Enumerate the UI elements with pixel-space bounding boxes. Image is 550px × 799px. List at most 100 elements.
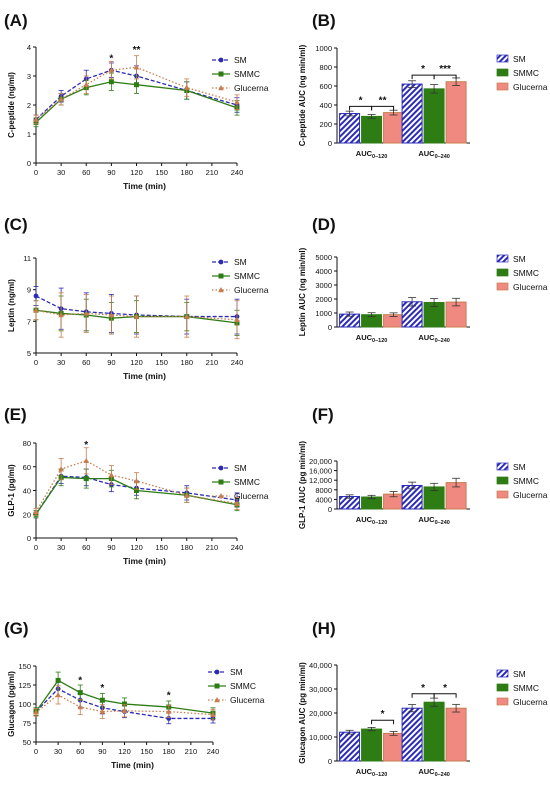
x-tick-label: 0 bbox=[34, 358, 38, 367]
x-tick-label: 180 bbox=[180, 358, 193, 367]
category-label: AUC0–120 bbox=[356, 767, 388, 778]
data-point-glucerna bbox=[108, 472, 115, 478]
legend-marker-sm bbox=[218, 465, 224, 471]
legend-swatch-smmc bbox=[496, 683, 509, 692]
data-point-smmc bbox=[134, 82, 139, 88]
data-point-glucerna bbox=[133, 64, 140, 70]
legend-label-glucerna: Glucerna bbox=[230, 695, 265, 705]
y-tick-label: 200 bbox=[319, 120, 332, 129]
bar-glucerna bbox=[445, 707, 467, 762]
x-tick-label: 120 bbox=[130, 543, 143, 552]
x-tick-label: 210 bbox=[185, 747, 198, 756]
legend-marker-glucerna bbox=[214, 697, 220, 703]
legend-label-sm: SM bbox=[234, 463, 247, 473]
y-tick-label: 3000 bbox=[315, 281, 332, 290]
panel-label: (G) bbox=[4, 619, 29, 638]
category-label: AUC0–120 bbox=[356, 333, 388, 344]
significance-mark: ** bbox=[379, 95, 387, 106]
panel-d: (D) 0 1000 2000 3000 4000 5000 Leptin AUC (ng m… bbox=[298, 215, 548, 344]
category-label-main: AUC bbox=[356, 149, 373, 158]
x-tick-label: 60 bbox=[82, 358, 90, 367]
y-axis-label: Leptin AUC (ng min/ml) bbox=[298, 247, 307, 336]
legend-swatch-sm bbox=[496, 54, 509, 63]
y-axis-label: C-peptide AUC (ng min/ml) bbox=[298, 44, 307, 146]
x-tick-label: 210 bbox=[206, 358, 219, 367]
y-axis-label: GLP-1 AUC (pg min/ml) bbox=[298, 441, 307, 529]
y-tick-label: 20,000 bbox=[309, 709, 332, 718]
significance-mark: * bbox=[381, 709, 385, 720]
legend-marker-sm bbox=[218, 57, 224, 63]
legend-marker-smmc bbox=[218, 273, 224, 279]
legend-swatch-sm bbox=[496, 669, 509, 678]
bar-sm bbox=[401, 83, 423, 144]
x-tick-label: 120 bbox=[118, 747, 131, 756]
y-tick-label: 0 bbox=[27, 159, 31, 168]
legend-label-glucerna: Glucerna bbox=[513, 282, 548, 292]
y-tick-label: 2 bbox=[27, 101, 31, 110]
legend-marker-sm bbox=[218, 259, 224, 265]
category-label-main: AUC bbox=[356, 515, 373, 524]
x-tick-label: 60 bbox=[82, 168, 90, 177]
panel-label: (E) bbox=[4, 405, 27, 424]
y-tick-label: 0 bbox=[328, 757, 332, 766]
bar-glucerna bbox=[383, 732, 405, 762]
data-point-smmc bbox=[77, 690, 83, 696]
category-label-subscript: 0–240 bbox=[435, 154, 450, 160]
y-axis-label: Glucagon AUC (pg min/ml) bbox=[298, 662, 307, 764]
legend-label-smmc: SMMC bbox=[513, 268, 539, 278]
y-tick-label: 2000 bbox=[315, 295, 332, 304]
legend-marker-glucerna bbox=[218, 493, 224, 499]
y-tick-label: 20,000 bbox=[309, 457, 332, 466]
y-tick-label: 60 bbox=[23, 463, 31, 472]
legend-label-smmc: SMMC bbox=[513, 476, 539, 486]
y-tick-label: 10,000 bbox=[309, 733, 332, 742]
legend-label-sm: SM bbox=[513, 54, 526, 64]
y-tick-label: 150 bbox=[18, 662, 31, 671]
x-tick-label: 150 bbox=[155, 358, 168, 367]
bar-sm bbox=[401, 707, 423, 762]
x-tick-label: 210 bbox=[206, 168, 219, 177]
significance-mark: * bbox=[78, 675, 82, 686]
x-tick-label: 60 bbox=[76, 747, 84, 756]
data-point-smmc bbox=[99, 697, 105, 703]
category-label-subscript: 0–240 bbox=[435, 772, 450, 778]
y-axis-label: Glucagon (pg/ml) bbox=[7, 671, 16, 737]
legend-label-glucerna: Glucerna bbox=[234, 285, 269, 295]
data-point-glucerna bbox=[121, 707, 128, 714]
y-tick-label: 100 bbox=[18, 700, 31, 709]
data-point-sm bbox=[166, 716, 172, 721]
legend-swatch-smmc bbox=[496, 68, 509, 77]
data-point-glucerna bbox=[33, 307, 39, 313]
data-point-glucerna bbox=[133, 478, 140, 484]
panel-e: (E) 0 20 40 60 80 GLP-1 (pg/ml) 0 30 60 90 120 150 18… bbox=[4, 405, 269, 566]
category-label-main: AUC bbox=[356, 767, 373, 776]
y-tick-label: 800 bbox=[319, 63, 332, 72]
legend-label-smmc: SMMC bbox=[513, 68, 539, 78]
significance-mark: * bbox=[421, 64, 425, 75]
data-point-glucerna bbox=[58, 466, 64, 472]
significance-mark: ** bbox=[133, 45, 141, 56]
data-point-glucerna bbox=[234, 500, 240, 506]
y-tick-label: 600 bbox=[319, 82, 332, 91]
category-label-subscript: 0–240 bbox=[435, 338, 450, 344]
y-tick-label: 40 bbox=[23, 487, 31, 496]
data-point-glucerna bbox=[108, 312, 115, 318]
x-tick-label: 30 bbox=[57, 168, 65, 177]
y-tick-label: 1000 bbox=[315, 44, 332, 53]
data-point-glucerna bbox=[58, 96, 64, 102]
x-tick-label: 0 bbox=[34, 168, 38, 177]
y-tick-label: 11 bbox=[23, 254, 31, 263]
panel-label: (H) bbox=[312, 619, 336, 638]
y-tick-label: 0 bbox=[328, 505, 332, 514]
significance-mark: * bbox=[100, 683, 104, 694]
y-tick-label: 50 bbox=[23, 738, 31, 747]
y-tick-label: 400 bbox=[319, 101, 332, 110]
y-tick-label: 5 bbox=[27, 349, 31, 358]
x-tick-label: 180 bbox=[180, 168, 193, 177]
x-tick-label: 180 bbox=[180, 543, 193, 552]
category-label: AUC0–120 bbox=[356, 149, 388, 160]
data-point-glucerna bbox=[210, 711, 216, 717]
y-tick-label: 30,000 bbox=[309, 685, 332, 694]
bar-sm bbox=[339, 731, 361, 762]
legend-swatch-smmc bbox=[496, 476, 509, 485]
